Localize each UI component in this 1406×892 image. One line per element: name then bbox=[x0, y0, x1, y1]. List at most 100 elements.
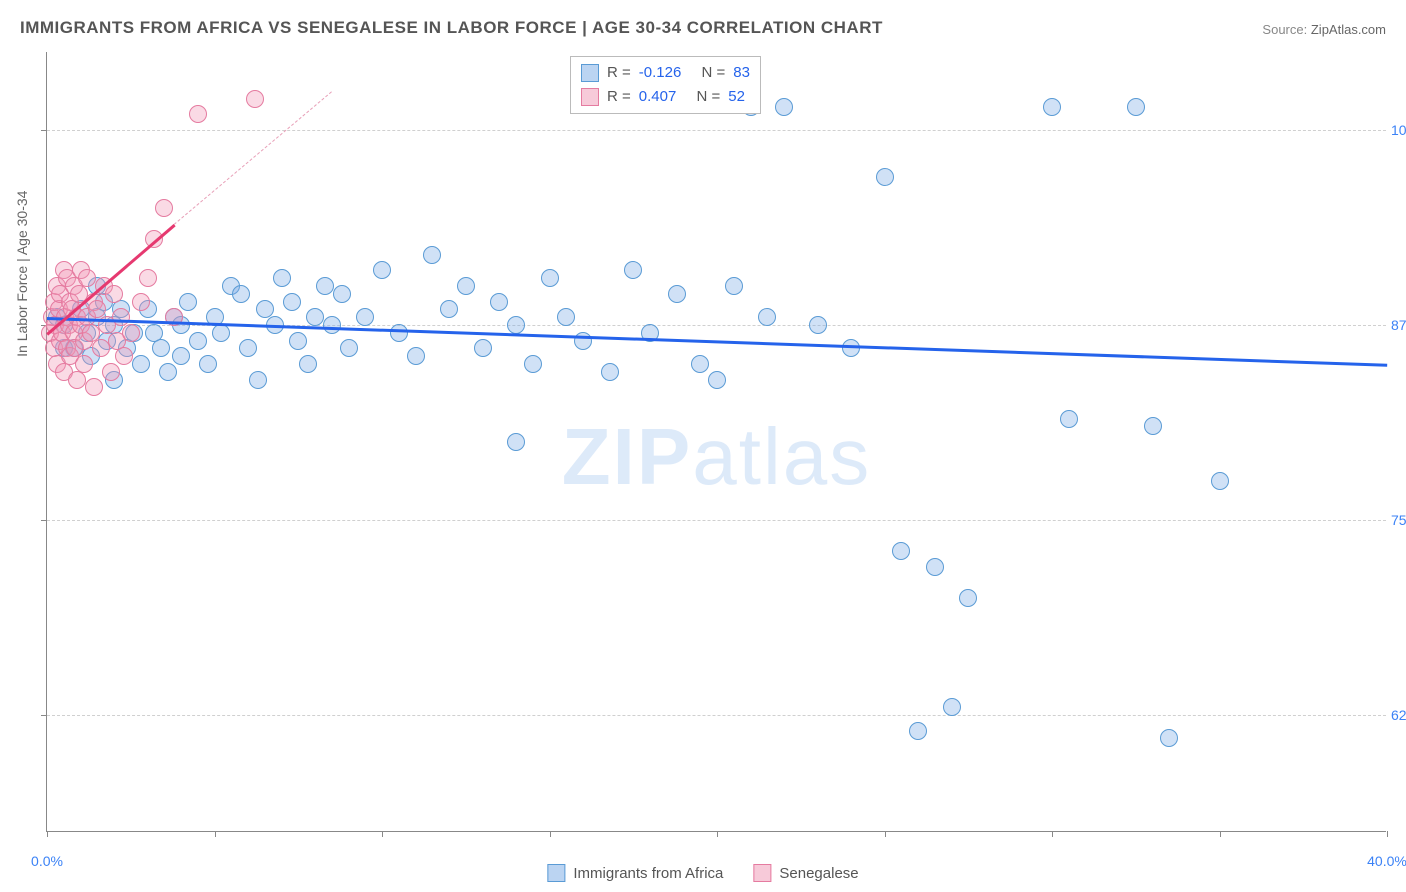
data-point bbox=[273, 269, 291, 287]
swatch-pink-icon bbox=[753, 864, 771, 882]
data-point bbox=[289, 332, 307, 350]
data-point bbox=[1160, 729, 1178, 747]
n-value-blue: 83 bbox=[733, 61, 750, 85]
data-point bbox=[323, 316, 341, 334]
legend-row-blue: R = -0.126 N = 83 bbox=[581, 61, 750, 85]
source-attribution: Source: ZipAtlas.com bbox=[1262, 22, 1386, 37]
data-point bbox=[102, 363, 120, 381]
x-tick-mark bbox=[550, 831, 551, 837]
y-tick-label: 87.5% bbox=[1391, 317, 1406, 333]
data-point bbox=[122, 324, 140, 342]
data-point bbox=[92, 339, 110, 357]
data-point bbox=[68, 371, 86, 389]
data-point bbox=[1127, 98, 1145, 116]
correlation-legend: R = -0.126 N = 83 R = 0.407 N = 52 bbox=[570, 56, 761, 114]
data-point bbox=[340, 339, 358, 357]
x-tick-mark bbox=[885, 831, 886, 837]
data-point bbox=[668, 285, 686, 303]
data-point bbox=[316, 277, 334, 295]
data-point bbox=[333, 285, 351, 303]
gridline bbox=[47, 130, 1386, 131]
data-point bbox=[1211, 472, 1229, 490]
data-point bbox=[708, 371, 726, 389]
data-point bbox=[507, 316, 525, 334]
data-point bbox=[624, 261, 642, 279]
swatch-blue-icon bbox=[581, 64, 599, 82]
x-tick-mark bbox=[215, 831, 216, 837]
data-point bbox=[524, 355, 542, 373]
legend-item-senegalese: Senegalese bbox=[753, 864, 858, 882]
data-point bbox=[809, 316, 827, 334]
x-tick-mark bbox=[717, 831, 718, 837]
y-axis-label: In Labor Force | Age 30-34 bbox=[14, 191, 30, 357]
y-tick-label: 75.0% bbox=[1391, 512, 1406, 528]
x-tick-mark bbox=[47, 831, 48, 837]
data-point bbox=[1144, 417, 1162, 435]
watermark: ZIPatlas bbox=[562, 411, 871, 503]
data-point bbox=[189, 105, 207, 123]
data-point bbox=[892, 542, 910, 560]
x-tick-label: 40.0% bbox=[1367, 853, 1406, 869]
y-tick-mark bbox=[41, 130, 47, 131]
data-point bbox=[1043, 98, 1061, 116]
legend-label-africa: Immigrants from Africa bbox=[573, 865, 723, 882]
data-point bbox=[212, 324, 230, 342]
legend-label-senegalese: Senegalese bbox=[779, 865, 858, 882]
legend-item-africa: Immigrants from Africa bbox=[547, 864, 723, 882]
n-label: N = bbox=[696, 85, 720, 109]
scatter-plot-area: ZIPatlas 62.5%75.0%87.5%100.0%0.0%40.0% bbox=[46, 52, 1386, 832]
y-tick-label: 100.0% bbox=[1391, 122, 1406, 138]
swatch-pink-icon bbox=[581, 88, 599, 106]
data-point bbox=[574, 332, 592, 350]
data-point bbox=[172, 347, 190, 365]
gridline bbox=[47, 715, 1386, 716]
data-point bbox=[876, 168, 894, 186]
data-point bbox=[239, 339, 257, 357]
data-point bbox=[189, 332, 207, 350]
watermark-bold: ZIP bbox=[562, 412, 692, 501]
data-point bbox=[179, 293, 197, 311]
source-label: Source: bbox=[1262, 22, 1307, 37]
data-point bbox=[943, 698, 961, 716]
data-point bbox=[407, 347, 425, 365]
x-tick-mark bbox=[1220, 831, 1221, 837]
r-label: R = bbox=[607, 61, 631, 85]
data-point bbox=[474, 339, 492, 357]
data-point bbox=[775, 98, 793, 116]
data-point bbox=[306, 308, 324, 326]
y-tick-mark bbox=[41, 520, 47, 521]
data-point bbox=[232, 285, 250, 303]
data-point bbox=[909, 722, 927, 740]
data-point bbox=[246, 90, 264, 108]
data-point bbox=[557, 308, 575, 326]
data-point bbox=[541, 269, 559, 287]
data-point bbox=[926, 558, 944, 576]
data-point bbox=[105, 285, 123, 303]
gridline bbox=[47, 520, 1386, 521]
data-point bbox=[155, 199, 173, 217]
data-point bbox=[725, 277, 743, 295]
y-tick-label: 62.5% bbox=[1391, 707, 1406, 723]
x-tick-label: 0.0% bbox=[31, 853, 63, 869]
source-value: ZipAtlas.com bbox=[1311, 22, 1386, 37]
data-point bbox=[457, 277, 475, 295]
data-point bbox=[356, 308, 374, 326]
data-point bbox=[507, 433, 525, 451]
data-point bbox=[842, 339, 860, 357]
data-point bbox=[299, 355, 317, 373]
r-value-pink: 0.407 bbox=[639, 85, 677, 109]
data-point bbox=[132, 293, 150, 311]
data-point bbox=[78, 269, 96, 287]
data-point bbox=[390, 324, 408, 342]
r-label: R = bbox=[607, 85, 631, 109]
data-point bbox=[959, 589, 977, 607]
data-point bbox=[283, 293, 301, 311]
data-point bbox=[85, 378, 103, 396]
series-legend: Immigrants from Africa Senegalese bbox=[547, 864, 858, 882]
data-point bbox=[75, 355, 93, 373]
y-tick-mark bbox=[41, 715, 47, 716]
data-point bbox=[440, 300, 458, 318]
chart-title: IMMIGRANTS FROM AFRICA VS SENEGALESE IN … bbox=[20, 18, 883, 38]
data-point bbox=[139, 269, 157, 287]
swatch-blue-icon bbox=[547, 864, 565, 882]
